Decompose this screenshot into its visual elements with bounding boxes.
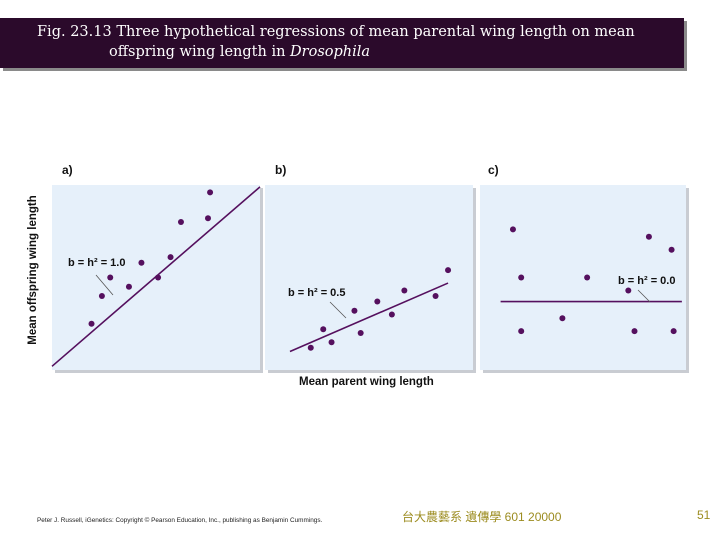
slide-title: Fig. 23.13 Three hypothetical regression… <box>37 22 677 62</box>
data-point-c-5 <box>584 274 591 281</box>
data-point-a-8 <box>177 219 184 225</box>
data-point-b-7 <box>388 311 395 318</box>
regression-annotation-a: b = h² = 1.0 <box>68 257 125 269</box>
data-point-c-7 <box>631 328 638 335</box>
title-line-1: Fig. 23.13 Three hypothetical regression… <box>37 24 635 40</box>
data-point-a-6 <box>155 274 162 281</box>
data-point-a-5 <box>138 259 145 266</box>
data-point-b-2 <box>320 326 327 333</box>
copyright-credit: Peter J. Russell, iGenetics: Copyright ©… <box>37 517 323 524</box>
data-point-c-3 <box>518 328 525 335</box>
data-point-c-10 <box>670 328 677 335</box>
title-bar: Fig. 23.13 Three hypothetical regression… <box>0 18 684 68</box>
title-line-2-text: offspring wing length in <box>109 44 291 60</box>
data-point-a-3 <box>107 274 114 281</box>
data-point-b-8 <box>401 287 408 294</box>
data-point-b-9 <box>432 293 439 299</box>
panel-label-c: c) <box>488 163 499 177</box>
data-point-b-1 <box>307 344 314 351</box>
data-point-c-6 <box>625 287 632 294</box>
data-point-b-3 <box>328 339 335 346</box>
data-point-c-4 <box>559 315 566 322</box>
regression-annotation-b: b = h² = 0.5 <box>288 287 345 299</box>
panel-label-a: a) <box>62 163 73 177</box>
title-species: Drosophila <box>290 44 371 60</box>
data-point-c-1 <box>509 226 516 233</box>
data-point-c-8 <box>645 233 652 240</box>
data-point-b-10 <box>445 267 452 274</box>
x-axis-label: Mean parent wing length <box>299 376 434 388</box>
page-number: 51 <box>697 508 711 522</box>
regression-line-b <box>289 282 449 353</box>
annotation-leader-c <box>637 289 651 303</box>
data-point-a-4 <box>125 283 132 290</box>
data-point-a-9 <box>205 215 211 222</box>
title-line-2: offspring wing length in Drosophila <box>37 42 677 62</box>
panel-background-c <box>480 185 686 370</box>
data-point-b-6 <box>374 298 381 305</box>
data-point-b-4 <box>351 307 358 314</box>
data-point-c-2 <box>518 274 525 281</box>
annotation-leader-b <box>329 301 347 319</box>
data-point-a-2 <box>98 293 105 299</box>
data-point-a-10 <box>207 189 214 196</box>
course-label: 台大農藝系 遺傳學 601 20000 <box>402 510 562 524</box>
regression-annotation-c: b = h² = 0.0 <box>618 275 675 287</box>
data-point-b-5 <box>357 330 364 336</box>
data-point-a-7 <box>167 254 174 261</box>
data-point-a-1 <box>88 320 95 327</box>
data-point-c-9 <box>668 246 675 253</box>
annotation-leader-a <box>95 274 114 296</box>
panel-label-b: b) <box>275 163 287 177</box>
panel-background-b <box>265 185 473 370</box>
